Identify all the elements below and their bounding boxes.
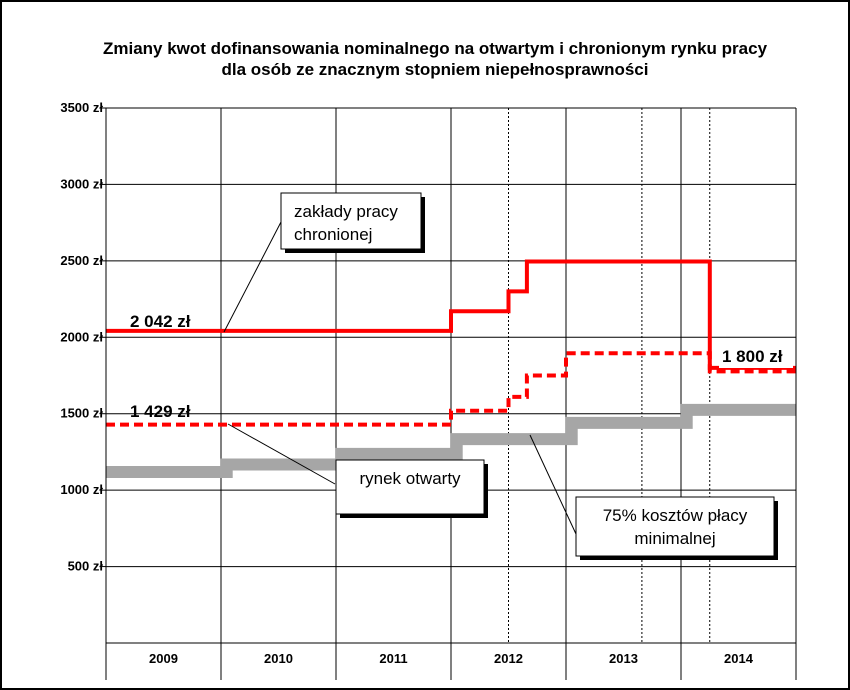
chart-title: Zmiany kwot dofinansowania nominalnego n… bbox=[0, 38, 850, 80]
leader-open bbox=[227, 423, 336, 485]
y-tick-label: 500 zł bbox=[68, 559, 104, 574]
leader-min-wage bbox=[529, 434, 577, 535]
series-line-min_wage bbox=[106, 403, 796, 478]
callout-open-box bbox=[335, 459, 485, 515]
value-label-1800: 1 800 zł bbox=[722, 347, 783, 366]
x-category-label: 2013 bbox=[609, 651, 638, 666]
chart-title-line-2: dla osób ze znacznym stopniem niepełnosp… bbox=[221, 60, 649, 79]
callout-min-wage-line: minimalnej bbox=[634, 529, 715, 548]
value-label-1429: 1 429 zł bbox=[130, 402, 191, 421]
y-tick-label: 3000 zł bbox=[60, 176, 103, 191]
axes: 500 zł 1000 zł 1500 zł 2000 zł 2500 zł 3000 z… bbox=[60, 100, 797, 680]
callout-min-wage-box bbox=[575, 496, 775, 557]
chart-title-line-1: Zmiany kwot dofinansowania nominalnego n… bbox=[102, 39, 768, 58]
callout-min-wage-line: 75% kosztów płacy bbox=[603, 506, 748, 525]
x-category-label: 2010 bbox=[264, 651, 293, 666]
callout-protected-line: chronionej bbox=[294, 225, 372, 244]
callout-protected-box bbox=[280, 192, 422, 250]
series-group bbox=[106, 259, 796, 478]
x-category-label: 2012 bbox=[494, 651, 523, 666]
y-tick-label: 3500 zł bbox=[60, 100, 103, 115]
y-tick-label: 1500 zł bbox=[60, 406, 103, 421]
leader-protected bbox=[223, 221, 282, 333]
x-category-label: 2014 bbox=[724, 651, 754, 666]
y-tick-label: 2500 zł bbox=[60, 253, 103, 268]
y-tick-label: 2000 zł bbox=[60, 329, 103, 344]
callout-open-line: rynek otwarty bbox=[359, 469, 461, 488]
value-label-1800-bg bbox=[719, 342, 793, 368]
grid bbox=[106, 107, 796, 680]
y-tick-label: 1000 zł bbox=[60, 482, 103, 497]
x-category-label: 2009 bbox=[149, 651, 178, 666]
series-line-protected bbox=[106, 259, 796, 370]
series-line-open bbox=[106, 351, 796, 427]
value-label-2042: 2 042 zł bbox=[130, 312, 191, 331]
x-category-label: 2011 bbox=[379, 651, 407, 666]
callout-protected-line: zakłady pracy bbox=[294, 202, 398, 221]
callouts: 2 042 zł 1 429 zł 1 800 zł zakłady pracy chr… bbox=[130, 192, 793, 560]
